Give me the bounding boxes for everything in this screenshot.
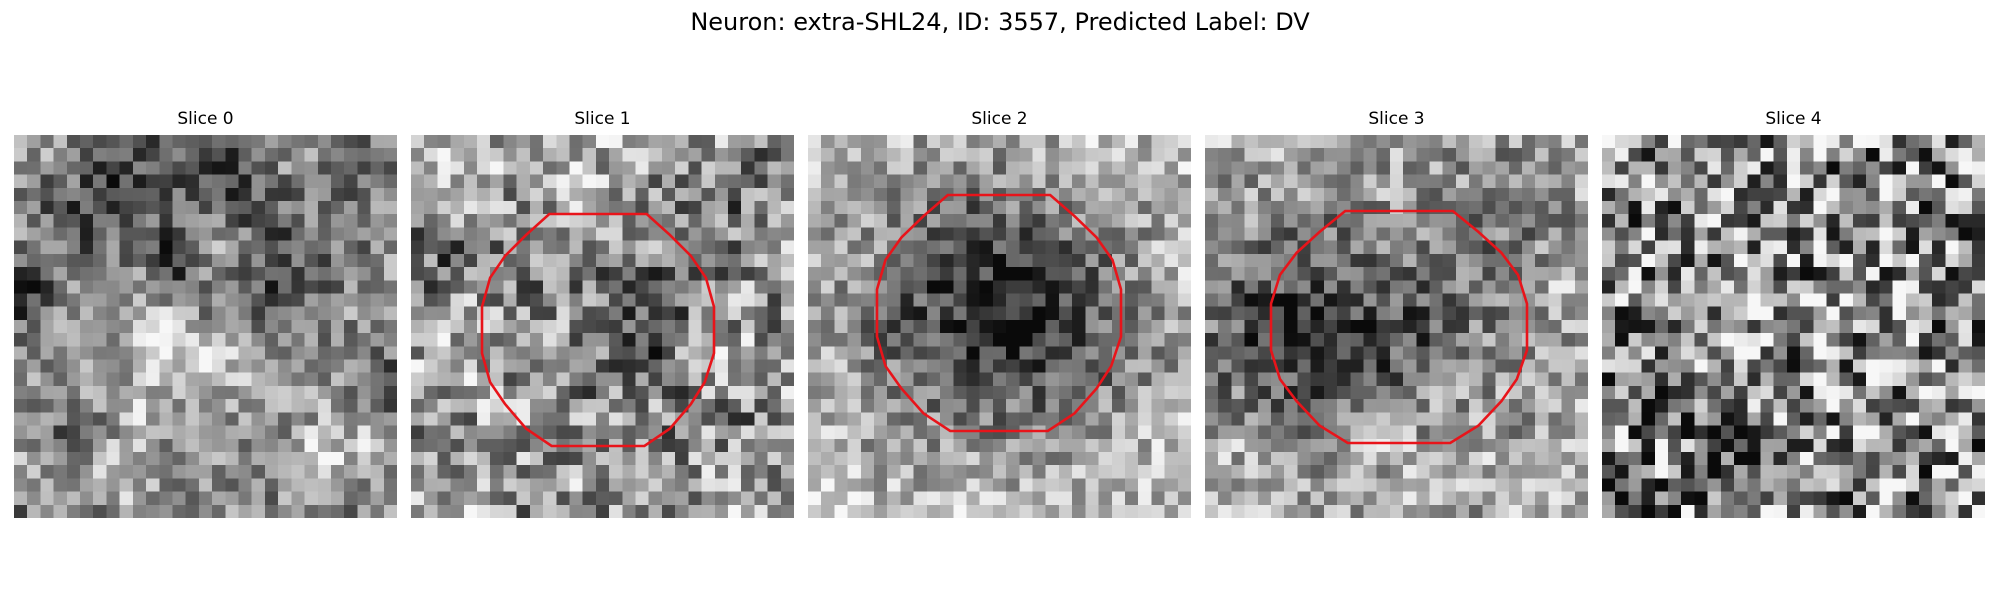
slice-panel-1: Slice 1 [411,108,794,518]
slice-image-3 [1205,135,1588,518]
slice-title-0: Slice 0 [177,109,234,129]
roi-outline-2 [875,193,1123,433]
slice-panel-4: Slice 4 [1602,108,1985,518]
slice-panel-2: Slice 2 [808,108,1191,518]
roi-outline-3 [1269,209,1529,445]
slice-panel-0: Slice 0 [14,108,397,518]
slice-image-0 [14,135,397,518]
slice-image-2 [808,135,1191,518]
slice-title-1: Slice 1 [574,109,631,129]
slice-title-3: Slice 3 [1368,109,1425,129]
roi-outline-1 [480,212,716,448]
slice-image-4 [1602,135,1985,518]
slice-title-4: Slice 4 [1765,109,1822,129]
figure-title: Neuron: extra-SHL24, ID: 3557, Predicted… [690,8,1310,36]
slice-image-1 [411,135,794,518]
slice-panel-3: Slice 3 [1205,108,1588,518]
slice-title-2: Slice 2 [971,109,1028,129]
